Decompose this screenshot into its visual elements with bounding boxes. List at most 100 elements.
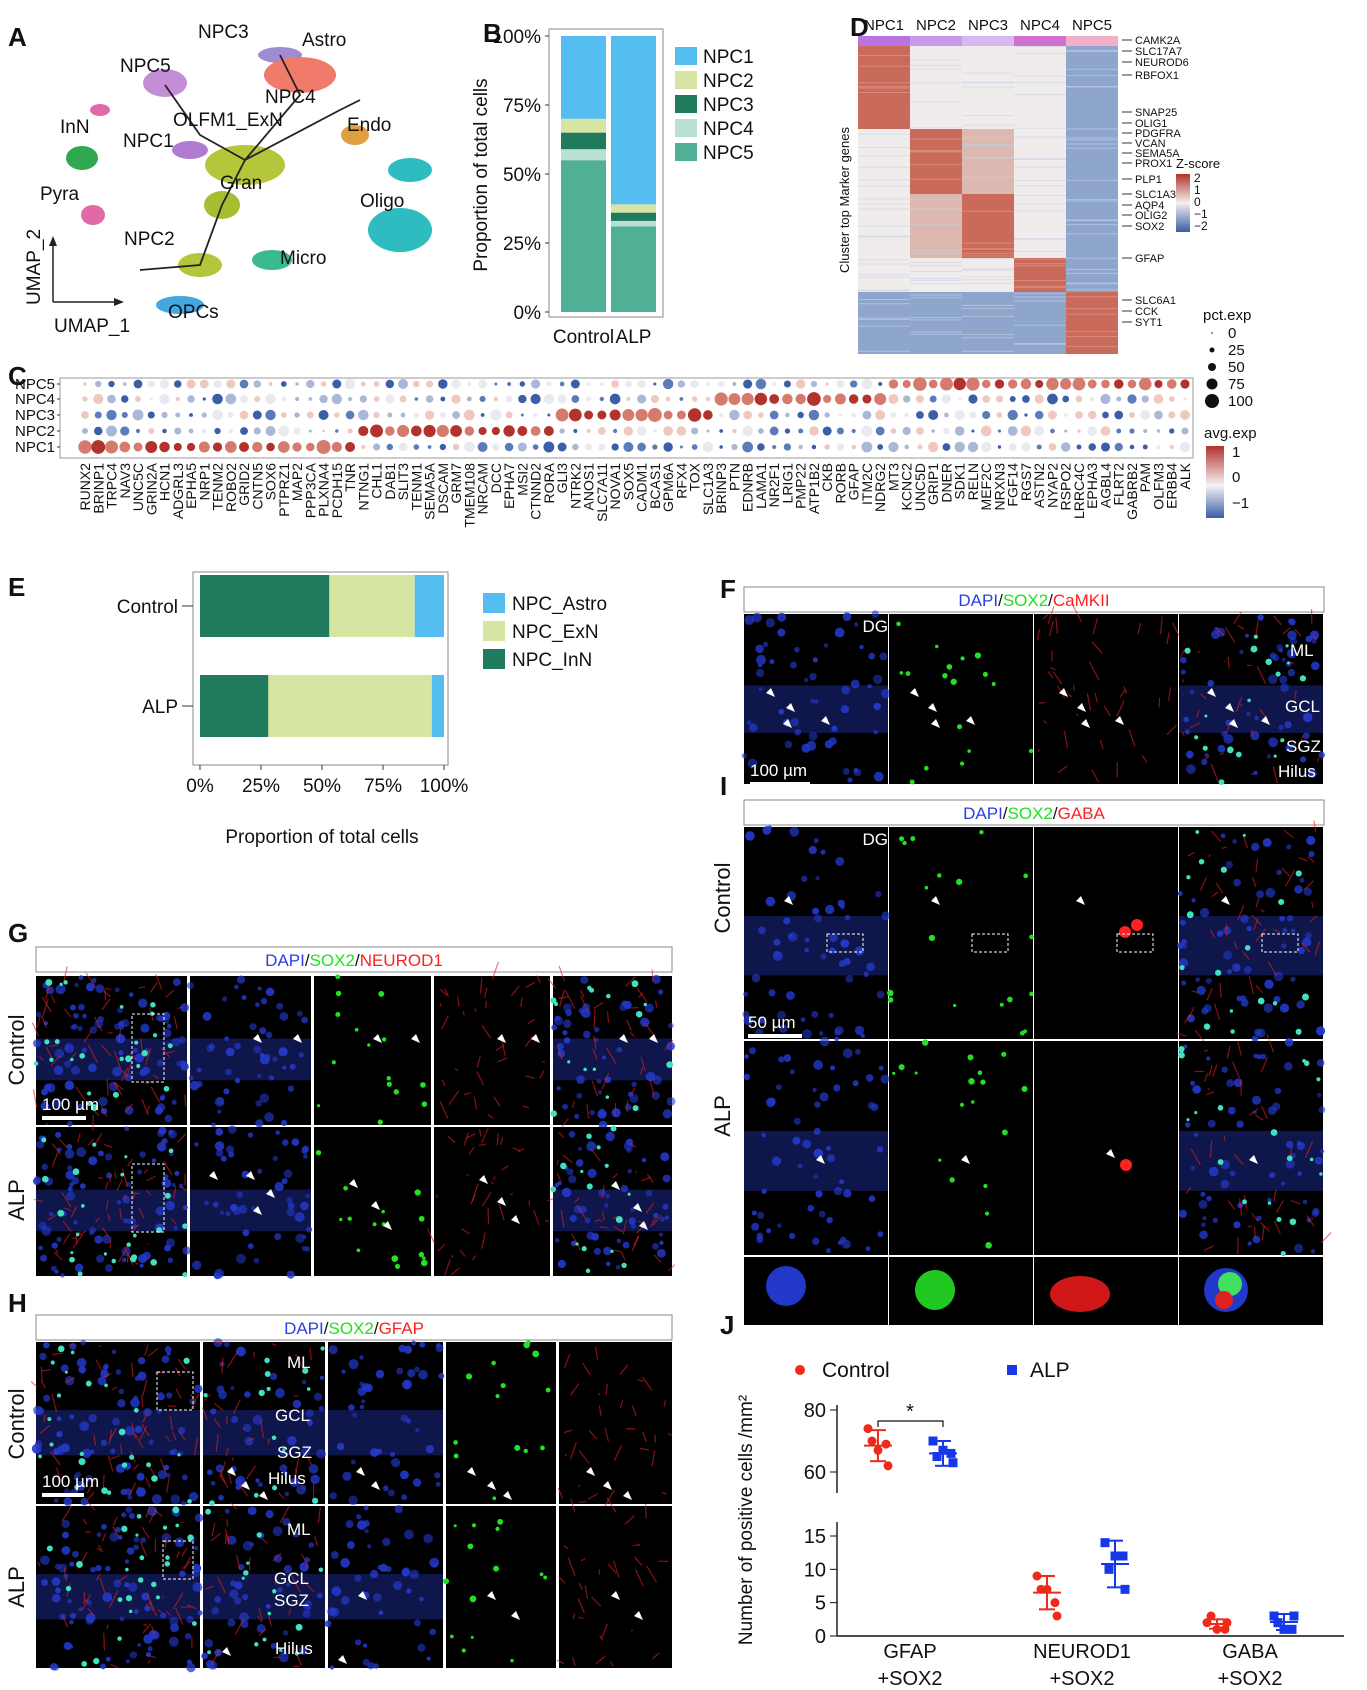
nucleus <box>105 1656 111 1662</box>
sox2-cell <box>133 1407 139 1413</box>
sox2-cell <box>635 1010 643 1018</box>
sox2-cell <box>79 1451 85 1457</box>
c-dot <box>1128 411 1136 419</box>
f-tile-sox2 <box>889 614 1034 785</box>
nucleus <box>1181 943 1187 949</box>
f-label-ml: ML <box>1290 641 1314 660</box>
red-fiber <box>588 1430 598 1440</box>
nucleus <box>51 1593 61 1603</box>
red-fiber <box>450 1267 460 1276</box>
red-fiber <box>1183 1014 1191 1024</box>
c-color-legend-label: 0 <box>1232 469 1240 486</box>
sox2-cell <box>264 1357 270 1364</box>
nucleus <box>376 1448 383 1455</box>
d-col-header-bar <box>1066 36 1118 46</box>
red-fiber <box>130 1224 140 1233</box>
nucleus <box>124 1105 134 1115</box>
g-zoom-box-control <box>131 1013 165 1083</box>
c-dot <box>902 379 911 389</box>
d-gene-label: SNAP25 <box>1135 107 1177 119</box>
trajectory-line-2 <box>139 159 246 271</box>
nucleus <box>1305 932 1312 939</box>
nucleus <box>363 1519 370 1527</box>
nucleus <box>1205 977 1212 984</box>
c-dot <box>532 444 539 450</box>
red-fiber <box>278 1492 285 1500</box>
label-micro: Micro <box>280 248 326 269</box>
j-point-control <box>1212 1624 1222 1634</box>
red-fiber <box>1255 984 1263 994</box>
red-fiber <box>651 1450 656 1467</box>
red-fiber <box>497 1057 508 1063</box>
c-dot <box>319 394 328 404</box>
c-dot <box>1008 379 1018 389</box>
nucleus <box>429 1628 437 1636</box>
sox2-cell <box>1247 698 1251 703</box>
red-fiber <box>629 1031 636 1038</box>
d-heat-block <box>910 46 962 129</box>
nucleus <box>359 1404 365 1410</box>
c-dot <box>1141 395 1149 403</box>
nucleus <box>1198 1199 1208 1209</box>
red-fiber <box>556 1159 559 1165</box>
c-dot <box>1050 428 1055 434</box>
b-legend-swatch <box>675 143 697 161</box>
sox2-cell <box>311 1497 319 1504</box>
red-fiber <box>637 1543 641 1546</box>
red-fiber <box>1309 915 1318 923</box>
c-dot <box>703 410 713 420</box>
c-dot <box>543 426 554 436</box>
c-dot <box>547 413 551 417</box>
d-legend-tick: 2 <box>1194 171 1201 185</box>
c-dot <box>572 443 579 451</box>
nucleus <box>1268 737 1279 748</box>
red-fiber <box>1116 700 1125 717</box>
red-fiber <box>605 1383 608 1395</box>
red-fiber <box>214 1341 223 1344</box>
trajectory-line-3 <box>244 99 361 161</box>
c-gene-label: SLC1A3 <box>700 463 716 515</box>
sox2-cell <box>420 1082 426 1088</box>
nucleus <box>72 1550 79 1558</box>
c-dot <box>997 429 1002 433</box>
nucleus <box>324 1620 332 1628</box>
nucleus <box>140 1537 147 1543</box>
nucleus <box>114 987 120 993</box>
nucleus <box>1309 630 1320 640</box>
c-dot <box>493 396 499 402</box>
red-fiber <box>142 1623 152 1634</box>
c-gene-label: GRM7 <box>448 463 464 504</box>
c-dot <box>1062 395 1070 403</box>
red-fiber <box>1259 708 1266 717</box>
nucleus <box>1319 1149 1325 1154</box>
c-dot <box>1034 425 1045 437</box>
nucleus <box>769 659 775 665</box>
nucleus <box>60 1273 65 1278</box>
c-dot <box>626 397 631 401</box>
c-dot <box>1034 394 1044 404</box>
h-tile-control-3 <box>446 1340 556 1504</box>
d-gene-label: PLP1 <box>1135 174 1162 186</box>
e-legend-swatch <box>483 621 505 641</box>
nucleus <box>206 1469 213 1476</box>
nucleus <box>1203 1004 1212 1013</box>
red-fiber <box>103 1144 113 1148</box>
nucleus <box>236 1346 246 1357</box>
cluster-pyra <box>81 205 105 225</box>
c-dot <box>809 426 819 436</box>
nucleus <box>369 1569 379 1579</box>
red-fiber <box>1185 1186 1192 1194</box>
nucleus <box>225 1211 231 1217</box>
nucleus <box>139 1151 146 1158</box>
d-gene-label: RBFOX1 <box>1135 70 1179 82</box>
c-dot <box>971 429 975 433</box>
j-y-tick-label-upper: 80 <box>804 1400 826 1422</box>
sox2-cell <box>119 1004 124 1009</box>
nucleus <box>164 1114 173 1123</box>
sox2-cell <box>49 1442 54 1447</box>
nucleus <box>1201 758 1208 766</box>
i-gaba-cell <box>1119 926 1131 938</box>
sox2-cell <box>1029 991 1034 997</box>
red-fiber <box>614 1249 622 1253</box>
